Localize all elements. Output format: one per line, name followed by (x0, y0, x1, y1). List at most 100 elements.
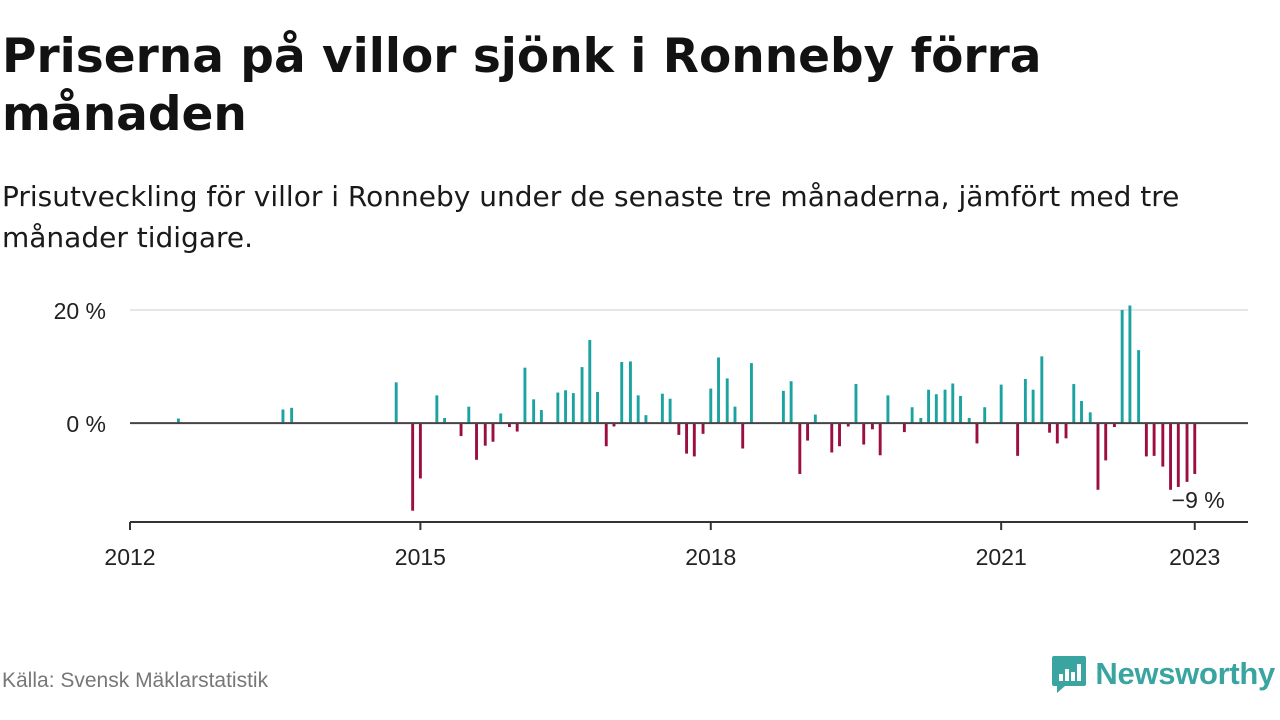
bar (1144, 423, 1148, 457)
axis-layer (129, 422, 1248, 530)
bar (491, 423, 495, 442)
bar (1128, 305, 1132, 424)
bar (975, 423, 979, 444)
bar (870, 423, 874, 430)
bar (588, 339, 592, 424)
bar (813, 414, 817, 424)
bar (499, 413, 503, 424)
bar (910, 407, 914, 424)
bar (1193, 423, 1197, 474)
bar (677, 423, 681, 435)
bar (692, 423, 696, 457)
bar (1080, 401, 1083, 424)
bar (660, 393, 664, 424)
bar (571, 393, 575, 424)
bar (886, 395, 890, 424)
bar (830, 423, 834, 453)
x-tick-label: 2021 (976, 544, 1027, 570)
bar (483, 423, 487, 446)
bar (685, 423, 689, 454)
bar (733, 406, 737, 424)
bars-layer (176, 305, 1197, 511)
x-tick-label: 2023 (1169, 544, 1220, 570)
bar (176, 418, 180, 424)
bar (741, 423, 745, 449)
bar (919, 417, 923, 424)
y-tick-label: 0 % (66, 411, 106, 437)
bar (443, 417, 447, 424)
x-tick-label: 2012 (104, 544, 155, 570)
bar (418, 423, 422, 479)
x-tick-label: 2018 (685, 544, 736, 570)
y-tick-label: 20 % (54, 298, 106, 324)
labels-layer: 20 % 0 % 2012 2015 2018 2021 2023 −9 % (54, 298, 1225, 570)
bar (604, 423, 608, 447)
bar (1096, 423, 1100, 490)
bar (411, 423, 415, 511)
bar (1161, 423, 1165, 467)
bar (967, 417, 971, 424)
bar (959, 395, 962, 424)
bar (838, 423, 841, 447)
bar (620, 362, 624, 424)
bar (1152, 423, 1156, 456)
bar (1040, 356, 1044, 424)
bar (290, 407, 294, 424)
bar (1176, 423, 1180, 487)
bar (539, 410, 543, 424)
bar (1112, 423, 1116, 428)
bar (281, 409, 285, 424)
bar (749, 363, 753, 424)
bar (459, 423, 463, 437)
page-title: Priserna på villor sjönk i Ronneby förra… (2, 29, 1042, 142)
newsworthy-logo-icon (1052, 656, 1087, 693)
bar (806, 423, 810, 441)
bar (934, 394, 938, 424)
bar (878, 423, 882, 456)
bar (1048, 423, 1052, 433)
bar (564, 390, 568, 424)
bar (854, 384, 858, 424)
bar (1055, 423, 1059, 444)
bar (580, 367, 584, 424)
bar (596, 391, 599, 424)
bar (1023, 378, 1027, 424)
bar (902, 423, 906, 433)
bar (507, 423, 511, 428)
bar (862, 423, 866, 445)
chart-subtitle: Prisutveckling för villor i Ronneby unde… (2, 180, 1180, 254)
bar (612, 423, 616, 427)
bar (927, 389, 931, 424)
bar (1104, 423, 1108, 461)
brand-name: Newsworthy (1095, 656, 1275, 691)
latest-value-label: −9 % (1172, 487, 1225, 513)
bar (435, 395, 439, 424)
bar (1185, 423, 1189, 482)
bar (798, 423, 802, 474)
bar (1072, 384, 1076, 424)
bar (1016, 423, 1020, 456)
bar (1088, 412, 1092, 424)
bar (701, 423, 705, 434)
bar (1137, 350, 1141, 424)
bar (668, 398, 672, 424)
bar (628, 361, 632, 424)
bar (1169, 423, 1173, 490)
bar-chart: 20 % 0 % 2012 2015 2018 2021 2023 −9 % (54, 298, 1248, 570)
bar (781, 390, 785, 424)
bar (1120, 310, 1124, 424)
bar (1064, 423, 1068, 439)
bar (999, 384, 1003, 424)
bar (725, 378, 729, 424)
bar (951, 383, 955, 424)
bar (523, 367, 527, 424)
bar (532, 399, 536, 424)
bar (556, 392, 560, 424)
bar (789, 381, 793, 424)
bar (717, 357, 720, 424)
brand-logo: Newsworthy (1051, 654, 1275, 694)
x-tick-label: 2015 (395, 544, 446, 570)
bar (475, 423, 478, 460)
bar (846, 423, 850, 427)
bar (467, 406, 471, 424)
